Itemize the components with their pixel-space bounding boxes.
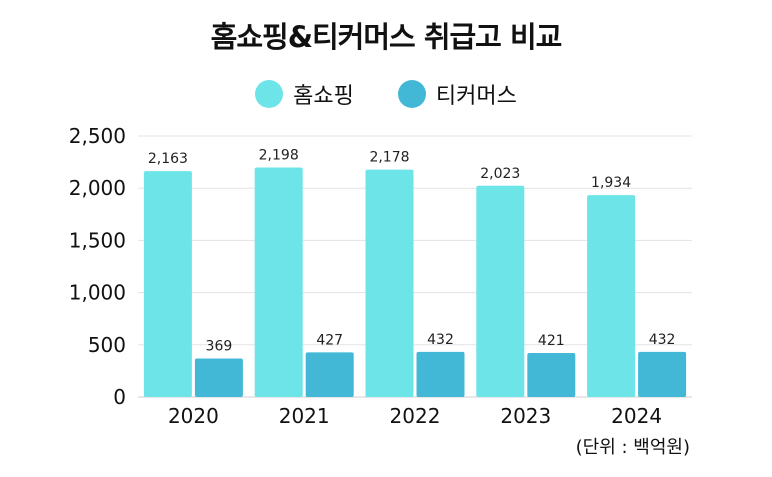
x-tick-label: 2021 — [279, 404, 330, 428]
x-tick-label: 2023 — [500, 404, 551, 428]
y-tick-label: 500 — [88, 333, 126, 357]
y-tick-label: 1,500 — [69, 228, 126, 252]
legend-item-tcommerce: 티커머스 — [397, 78, 517, 110]
data-label: 2,198 — [259, 148, 299, 164]
x-tick-label: 2020 — [168, 404, 219, 428]
legend-item-homeshopping: 홈쇼핑 — [255, 78, 354, 110]
bar-tcommerce — [416, 351, 465, 397]
bar-tcommerce — [194, 358, 243, 397]
bar-homeshopping — [254, 167, 303, 397]
chart-title: 홈쇼핑&티커머스 취급고 비교 — [210, 20, 563, 54]
data-label: 432 — [427, 332, 454, 348]
bar-homeshopping — [365, 169, 414, 397]
x-tick-label: 2022 — [390, 404, 441, 428]
data-label: 2,178 — [369, 150, 409, 166]
bar-tcommerce — [305, 352, 354, 397]
legend-swatch-tcommerce — [397, 80, 426, 108]
data-label: 432 — [649, 332, 676, 348]
bar-tcommerce — [638, 351, 687, 397]
y-tick-label: 0 — [113, 385, 126, 409]
y-tick-label: 2,000 — [69, 176, 126, 200]
legend-label-tcommerce: 티커머스 — [435, 84, 517, 109]
data-label: 1,934 — [591, 175, 631, 191]
data-label: 421 — [538, 333, 565, 349]
data-label: 2,163 — [148, 151, 188, 167]
data-label: 369 — [206, 338, 233, 354]
legend-label-homeshopping: 홈쇼핑 — [293, 84, 354, 109]
unit-note: (단위 : 백억원) — [575, 437, 690, 458]
y-tick-label: 1,000 — [69, 281, 126, 305]
bar-homeshopping — [476, 185, 525, 397]
x-tick-label: 2024 — [611, 404, 662, 428]
data-label: 427 — [316, 332, 343, 348]
y-tick-label: 2,500 — [69, 124, 126, 148]
legend: 홈쇼핑 티커머스 — [0, 78, 772, 110]
bar-tcommerce — [527, 353, 576, 397]
data-label: 2,023 — [480, 166, 520, 182]
legend-swatch-homeshopping — [255, 80, 284, 108]
bar-homeshopping — [143, 171, 192, 397]
bar-homeshopping — [587, 195, 636, 397]
